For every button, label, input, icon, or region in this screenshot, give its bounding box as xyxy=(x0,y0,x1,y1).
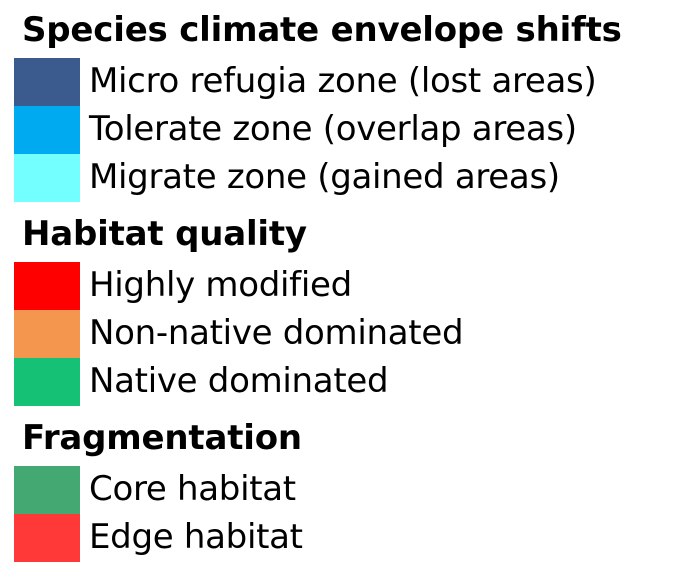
color-swatch xyxy=(14,466,80,514)
color-swatch xyxy=(14,358,80,406)
color-swatch xyxy=(14,514,80,562)
legend-item-micro-refugia: Micro refugia zone (lost areas) xyxy=(14,58,682,106)
legend-item-core-habitat: Core habitat xyxy=(14,466,682,514)
color-swatch xyxy=(14,154,80,202)
legend-item-label: Tolerate zone (overlap areas) xyxy=(89,109,577,149)
legend-item-label: Micro refugia zone (lost areas) xyxy=(89,61,597,101)
legend-item-label: Native dominated xyxy=(89,361,389,401)
legend-item-edge-habitat: Edge habitat xyxy=(14,514,682,562)
legend-item-label: Core habitat xyxy=(89,469,296,509)
legend-item-label: Non-native dominated xyxy=(89,313,464,353)
legend-item-label: Highly modified xyxy=(89,265,352,305)
legend-item-label: Migrate zone (gained areas) xyxy=(89,157,560,197)
legend-item-tolerate-zone: Tolerate zone (overlap areas) xyxy=(14,106,682,154)
section-title: Fragmentation xyxy=(22,418,302,458)
color-swatch xyxy=(14,106,80,154)
legend-item-label: Edge habitat xyxy=(89,517,303,557)
section-title: Habitat quality xyxy=(22,214,307,254)
color-swatch xyxy=(14,310,80,358)
section-title: Species climate envelope shifts xyxy=(22,10,622,50)
color-swatch xyxy=(14,262,80,310)
color-swatch xyxy=(14,58,80,106)
legend-item-highly-modified: Highly modified xyxy=(14,262,682,310)
legend-item-non-native-dominated: Non-native dominated xyxy=(14,310,682,358)
legend-item-native-dominated: Native dominated xyxy=(14,358,682,406)
legend-item-migrate-zone: Migrate zone (gained areas) xyxy=(14,154,682,202)
